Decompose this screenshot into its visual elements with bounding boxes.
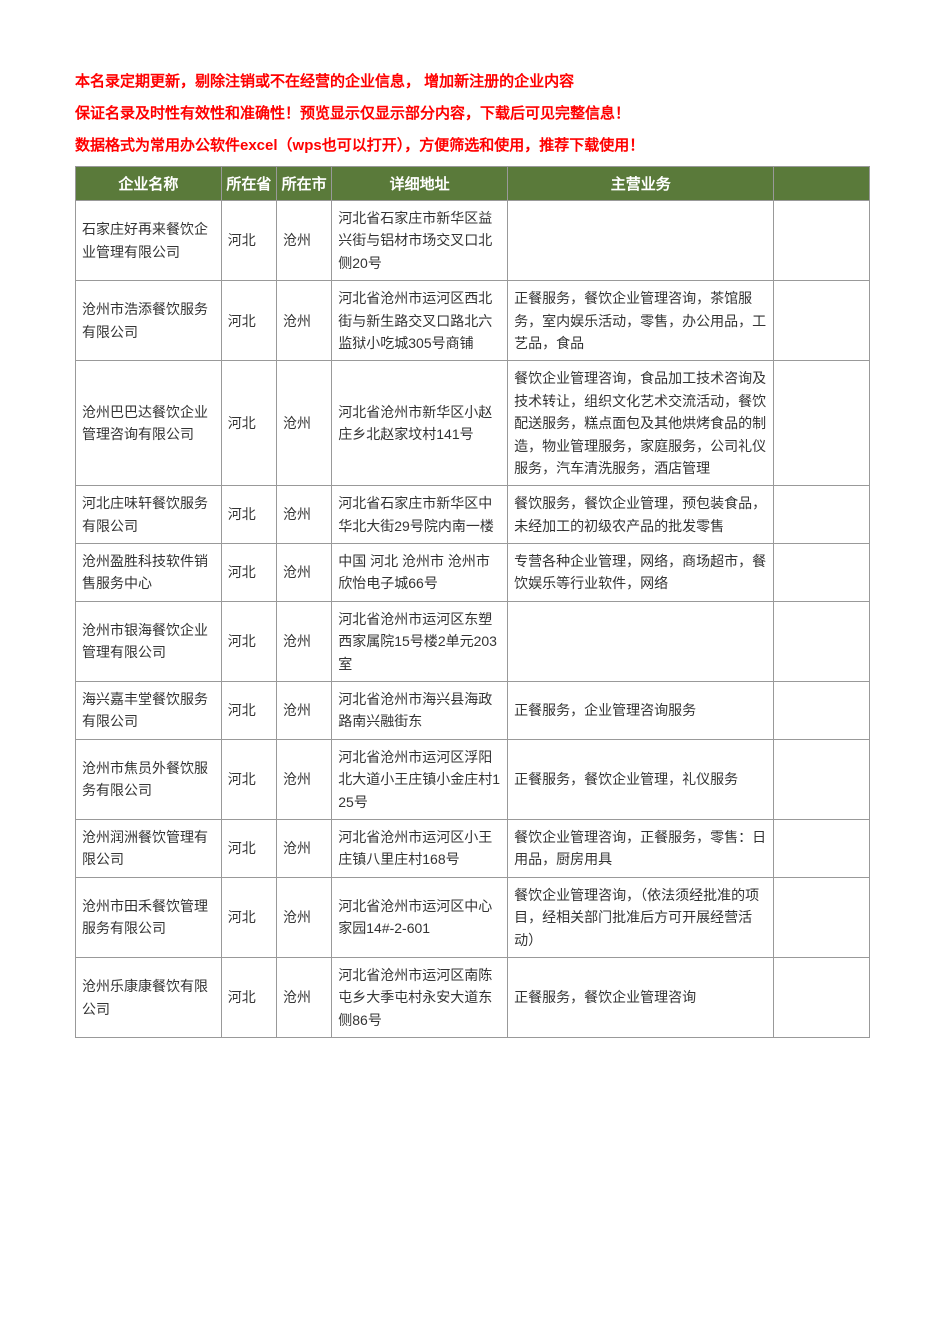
- table-header-row: 企业名称 所在省 所在市 详细地址 主营业务: [76, 167, 870, 201]
- cell-extra: [774, 361, 870, 486]
- cell-extra: [774, 544, 870, 602]
- table-row: 沧州市焦员外餐饮服务有限公司河北沧州河北省沧州市运河区浮阳北大道小王庄镇小金庄村…: [76, 739, 870, 819]
- notice-line-1: 本名录定期更新，剔除注销或不在经营的企业信息， 增加新注册的企业内容: [75, 70, 870, 94]
- cell-business: 正餐服务，餐饮企业管理咨询，茶馆服务，室内娱乐活动，零售，办公用品，工艺品，食品: [508, 281, 774, 361]
- col-header-business: 主营业务: [508, 167, 774, 201]
- cell-business: 正餐服务，企业管理咨询服务: [508, 682, 774, 740]
- cell-city: 沧州: [276, 281, 331, 361]
- cell-city: 沧州: [276, 682, 331, 740]
- cell-province: 河北: [221, 281, 276, 361]
- cell-province: 河北: [221, 682, 276, 740]
- cell-name: 石家庄好再来餐饮企业管理有限公司: [76, 201, 222, 281]
- col-header-name: 企业名称: [76, 167, 222, 201]
- cell-business: 餐饮企业管理咨询，正餐服务，零售：日用品，厨房用具: [508, 819, 774, 877]
- cell-name: 沧州巴巴达餐饮企业管理咨询有限公司: [76, 361, 222, 486]
- cell-extra: [774, 201, 870, 281]
- cell-name: 海兴嘉丰堂餐饮服务有限公司: [76, 682, 222, 740]
- cell-city: 沧州: [276, 361, 331, 486]
- cell-city: 沧州: [276, 819, 331, 877]
- cell-province: 河北: [221, 201, 276, 281]
- cell-city: 沧州: [276, 486, 331, 544]
- cell-city: 沧州: [276, 739, 331, 819]
- cell-province: 河北: [221, 486, 276, 544]
- cell-business: 餐饮服务，餐饮企业管理，预包装食品，未经加工的初级农产品的批发零售: [508, 486, 774, 544]
- cell-extra: [774, 682, 870, 740]
- cell-address: 河北省沧州市运河区南陈屯乡大季屯村永安大道东侧86号: [332, 957, 508, 1037]
- table-row: 河北庄味轩餐饮服务有限公司河北沧州河北省石家庄市新华区中华北大街29号院内南一楼…: [76, 486, 870, 544]
- cell-name: 沧州盈胜科技软件销售服务中心: [76, 544, 222, 602]
- table-row: 海兴嘉丰堂餐饮服务有限公司河北沧州河北省沧州市海兴县海政路南兴融街东正餐服务，企…: [76, 682, 870, 740]
- cell-city: 沧州: [276, 201, 331, 281]
- cell-address: 河北省沧州市运河区中心家园14#-2-601: [332, 877, 508, 957]
- col-header-city: 所在市: [276, 167, 331, 201]
- cell-business: 餐饮企业管理咨询，食品加工技术咨询及技术转让，组织文化艺术交流活动，餐饮配送服务…: [508, 361, 774, 486]
- cell-extra: [774, 281, 870, 361]
- cell-extra: [774, 739, 870, 819]
- cell-extra: [774, 601, 870, 681]
- cell-city: 沧州: [276, 601, 331, 681]
- cell-name: 沧州市焦员外餐饮服务有限公司: [76, 739, 222, 819]
- cell-address: 河北省沧州市海兴县海政路南兴融街东: [332, 682, 508, 740]
- cell-city: 沧州: [276, 877, 331, 957]
- cell-extra: [774, 819, 870, 877]
- table-row: 石家庄好再来餐饮企业管理有限公司河北沧州河北省石家庄市新华区益兴街与铝材市场交叉…: [76, 201, 870, 281]
- cell-province: 河北: [221, 957, 276, 1037]
- cell-name: 沧州市浩添餐饮服务有限公司: [76, 281, 222, 361]
- company-table: 企业名称 所在省 所在市 详细地址 主营业务 石家庄好再来餐饮企业管理有限公司河…: [75, 166, 870, 1038]
- cell-name: 沧州乐康康餐饮有限公司: [76, 957, 222, 1037]
- cell-address: 河北省沧州市新华区小赵庄乡北赵家坟村141号: [332, 361, 508, 486]
- cell-extra: [774, 957, 870, 1037]
- cell-city: 沧州: [276, 544, 331, 602]
- cell-address: 河北省石家庄市新华区益兴街与铝材市场交叉口北侧20号: [332, 201, 508, 281]
- cell-province: 河北: [221, 361, 276, 486]
- cell-name: 河北庄味轩餐饮服务有限公司: [76, 486, 222, 544]
- table-row: 沧州润洲餐饮管理有限公司河北沧州河北省沧州市运河区小王庄镇八里庄村168号餐饮企…: [76, 819, 870, 877]
- cell-province: 河北: [221, 739, 276, 819]
- cell-province: 河北: [221, 601, 276, 681]
- cell-address: 河北省沧州市运河区浮阳北大道小王庄镇小金庄村125号: [332, 739, 508, 819]
- table-row: 沧州盈胜科技软件销售服务中心河北沧州中国 河北 沧州市 沧州市欣怡电子城66号专…: [76, 544, 870, 602]
- cell-business: [508, 201, 774, 281]
- table-row: 沧州市田禾餐饮管理服务有限公司河北沧州河北省沧州市运河区中心家园14#-2-60…: [76, 877, 870, 957]
- cell-address: 河北省沧州市运河区小王庄镇八里庄村168号: [332, 819, 508, 877]
- table-row: 沧州市浩添餐饮服务有限公司河北沧州河北省沧州市运河区西北街与新生路交叉口路北六监…: [76, 281, 870, 361]
- notice-line-2: 保证名录及时性有效性和准确性！预览显示仅显示部分内容，下载后可见完整信息！: [75, 102, 870, 126]
- table-row: 沧州市银海餐饮企业管理有限公司河北沧州河北省沧州市运河区东塑西家属院15号楼2单…: [76, 601, 870, 681]
- cell-province: 河北: [221, 877, 276, 957]
- cell-business: [508, 601, 774, 681]
- cell-business: 正餐服务，餐饮企业管理，礼仪服务: [508, 739, 774, 819]
- table-row: 沧州乐康康餐饮有限公司河北沧州河北省沧州市运河区南陈屯乡大季屯村永安大道东侧86…: [76, 957, 870, 1037]
- cell-business: 专营各种企业管理，网络，商场超市，餐饮娱乐等行业软件，网络: [508, 544, 774, 602]
- cell-name: 沧州市田禾餐饮管理服务有限公司: [76, 877, 222, 957]
- table-row: 沧州巴巴达餐饮企业管理咨询有限公司河北沧州河北省沧州市新华区小赵庄乡北赵家坟村1…: [76, 361, 870, 486]
- cell-province: 河北: [221, 819, 276, 877]
- col-header-address: 详细地址: [332, 167, 508, 201]
- notice-line-3: 数据格式为常用办公软件excel（wps也可以打开），方便筛选和使用，推荐下载使…: [75, 134, 870, 158]
- cell-name: 沧州市银海餐饮企业管理有限公司: [76, 601, 222, 681]
- cell-extra: [774, 486, 870, 544]
- cell-address: 中国 河北 沧州市 沧州市欣怡电子城66号: [332, 544, 508, 602]
- col-header-province: 所在省: [221, 167, 276, 201]
- cell-address: 河北省沧州市运河区西北街与新生路交叉口路北六监狱小吃城305号商铺: [332, 281, 508, 361]
- cell-address: 河北省石家庄市新华区中华北大街29号院内南一楼: [332, 486, 508, 544]
- col-header-extra: [774, 167, 870, 201]
- cell-name: 沧州润洲餐饮管理有限公司: [76, 819, 222, 877]
- cell-address: 河北省沧州市运河区东塑西家属院15号楼2单元203室: [332, 601, 508, 681]
- cell-extra: [774, 877, 870, 957]
- cell-business: 正餐服务，餐饮企业管理咨询: [508, 957, 774, 1037]
- cell-province: 河北: [221, 544, 276, 602]
- cell-city: 沧州: [276, 957, 331, 1037]
- cell-business: 餐饮企业管理咨询，（依法须经批准的项目，经相关部门批准后方可开展经营活动）: [508, 877, 774, 957]
